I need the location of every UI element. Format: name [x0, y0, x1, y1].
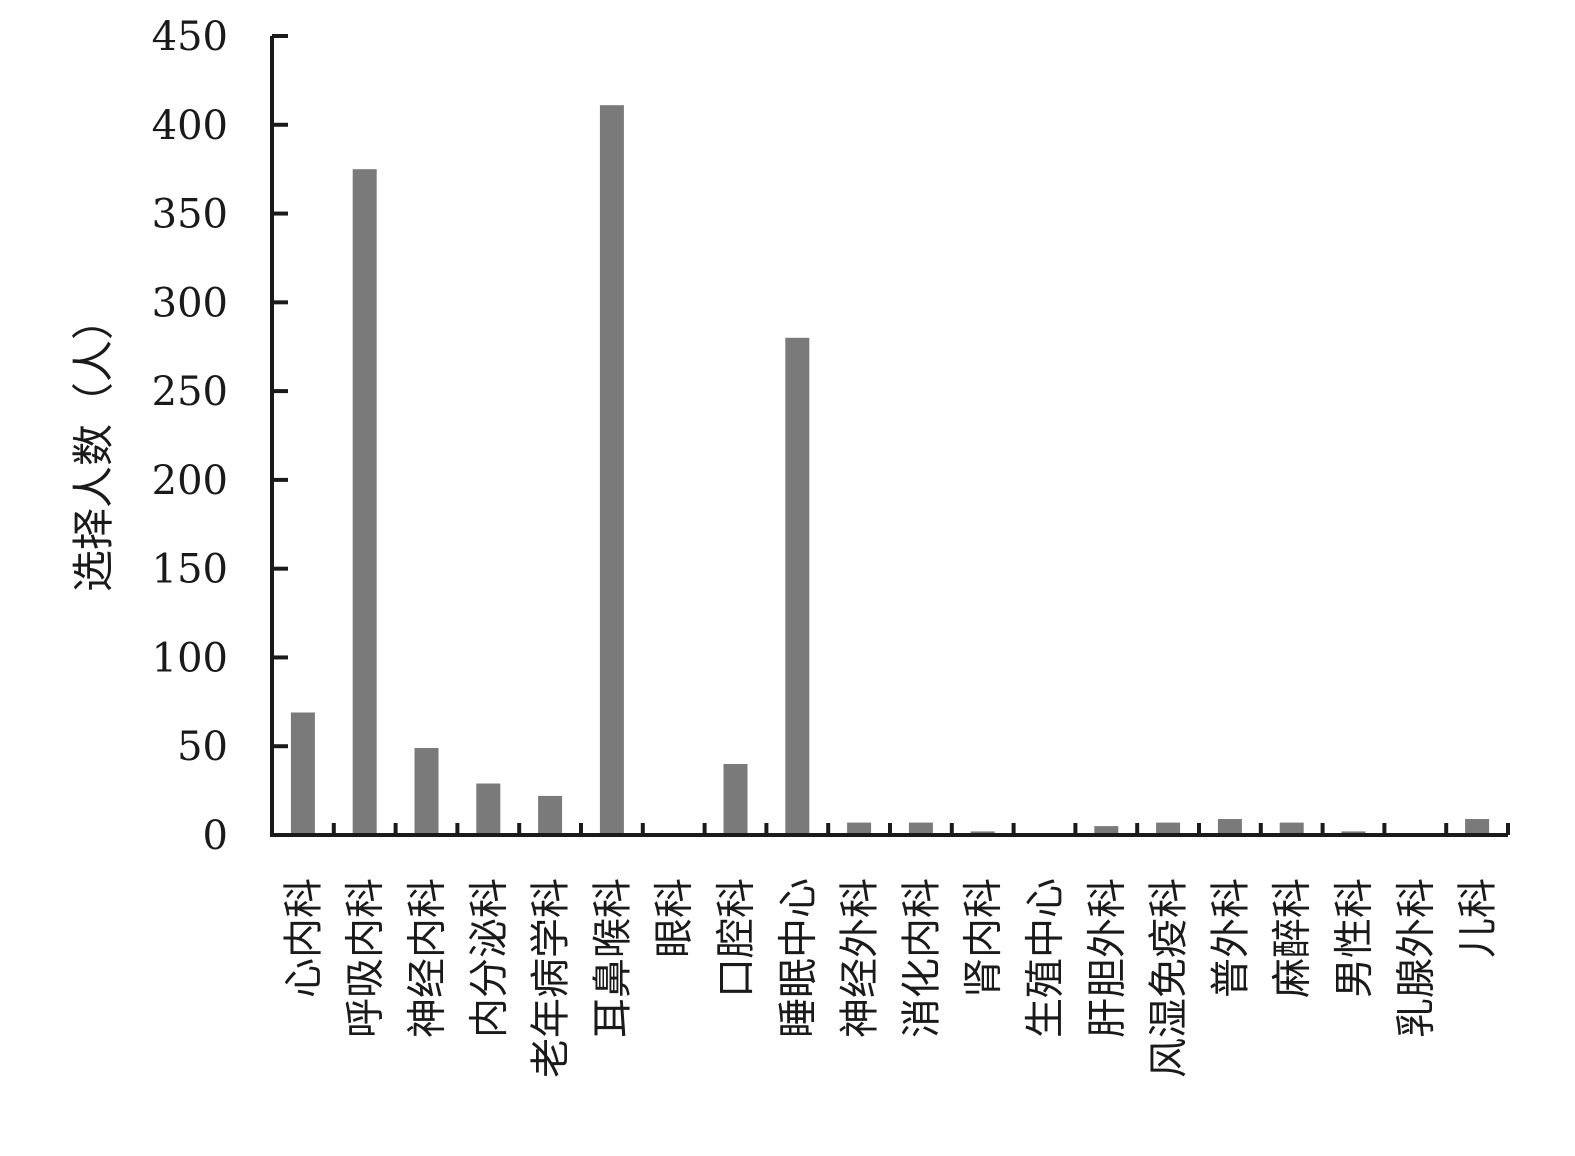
x-category-label-13: 肝胆外科 — [1084, 878, 1130, 1038]
y-ticks-group: 0 50 100 150 200 250 300 350 400 450 — [152, 14, 288, 859]
x-category-label-10: 消化内科 — [899, 878, 945, 1038]
bar-19 — [1465, 819, 1490, 835]
x-category-label-6: 眼科 — [652, 878, 698, 958]
bar-4 — [538, 795, 563, 835]
bar-9 — [847, 822, 872, 835]
bar-10 — [908, 822, 933, 835]
x-category-label-12: 生殖中心 — [1023, 878, 1069, 1038]
y-tick-label-5: 250 — [152, 369, 228, 415]
x-category-label-16: 麻醉科 — [1270, 878, 1316, 998]
bar-15 — [1217, 819, 1242, 835]
x-category-label-8: 睡眠中心 — [775, 878, 821, 1038]
y-tick-label-4: 200 — [152, 458, 228, 504]
y-tick-label-8: 400 — [152, 103, 228, 149]
x-category-label-19: 儿科 — [1455, 878, 1501, 958]
bar-1 — [352, 169, 377, 835]
y-tick-label-1: 50 — [177, 724, 228, 770]
x-category-label-1: 呼吸内科 — [343, 878, 389, 1038]
bar-2 — [414, 748, 439, 835]
y-tick-label-9: 450 — [152, 14, 228, 60]
x-category-label-0: 心内科 — [281, 878, 327, 998]
y-tick-label-2: 100 — [152, 635, 228, 681]
bar-7 — [723, 764, 748, 835]
x-category-label-11: 肾内科 — [961, 878, 1007, 998]
bar-0 — [290, 712, 315, 835]
axes-group — [270, 36, 1510, 837]
y-tick-label-0: 0 — [203, 813, 228, 859]
x-category-label-9: 神经外科 — [837, 878, 883, 1038]
x-category-label-4: 老年病学科 — [528, 878, 574, 1078]
x-category-label-2: 神经内科 — [405, 878, 451, 1038]
x-category-label-7: 口腔科 — [714, 878, 760, 998]
y-tick-label-3: 150 — [152, 547, 228, 593]
bar-5 — [599, 105, 624, 835]
x-labels-group: 心内科 呼吸内科 神经内科 内分泌科 老年病学科 耳鼻喉科 眼科 口腔科 睡眠中心 神经外科 消化内… — [281, 878, 1501, 1078]
x-category-label-17: 男性科 — [1332, 878, 1378, 998]
bar-3 — [476, 783, 501, 835]
bar-13 — [1094, 826, 1119, 835]
x-category-label-15: 普外科 — [1208, 878, 1254, 998]
bar-8 — [785, 337, 810, 835]
bar-16 — [1279, 822, 1304, 835]
x-category-label-18: 乳腺外科 — [1393, 878, 1439, 1038]
y-tick-label-7: 350 — [152, 192, 228, 238]
bar-14 — [1156, 822, 1181, 835]
x-category-label-5: 耳鼻喉科 — [590, 878, 636, 1038]
x-category-label-14: 风湿免疫科 — [1146, 878, 1192, 1078]
x-category-label-3: 内分泌科 — [466, 878, 512, 1038]
y-tick-label-6: 300 — [152, 280, 228, 326]
y-axis-title: 选择人数（人） — [69, 298, 118, 592]
bars-group — [290, 105, 1490, 835]
